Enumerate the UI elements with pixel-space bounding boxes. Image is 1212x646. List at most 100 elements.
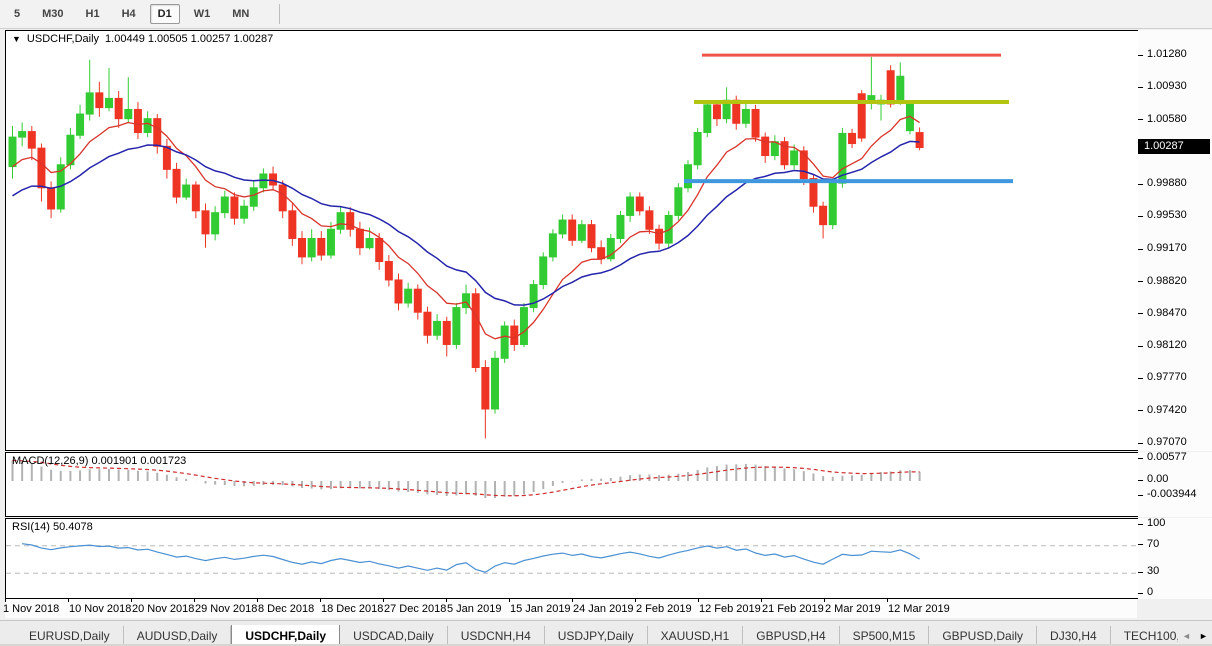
price-tick-mark <box>1138 183 1143 185</box>
chart-tab-usdchf[interactable]: USDCHF,Daily <box>231 625 341 646</box>
price-tick-mark <box>1138 86 1143 88</box>
price-tick-label: 1.00580 <box>1147 112 1187 125</box>
time-tick-mark <box>698 599 699 602</box>
price-tick-mark <box>1138 410 1143 412</box>
time-scale[interactable]: 1 Nov 2018 10 Nov 2018 20 Nov 2018 29 Nov 2… <box>3 599 1137 618</box>
time-tick-label: 20 Nov 2018 <box>132 603 195 615</box>
price-tick-label: 0.98120 <box>1147 339 1187 352</box>
chart-tab-usdcnh[interactable]: USDCNH,H4 <box>448 626 545 646</box>
time-tick-mark <box>887 599 888 602</box>
time-tick-label: 27 Dec 2018 <box>384 603 447 615</box>
rsi-tick-mark <box>1138 592 1143 594</box>
rsi-tick-mark <box>1138 544 1143 546</box>
time-tick-label: 1 Nov 2018 <box>3 603 60 615</box>
rsi-tick-label: 0 <box>1147 586 1154 598</box>
price-tick-label: 1.00930 <box>1147 80 1187 93</box>
rsi-scale[interactable]: 100 70 30 0 <box>1138 517 1212 599</box>
price-tick-mark <box>1138 345 1143 347</box>
macd-tick-label: 0.00577 <box>1147 451 1187 463</box>
tab-bar-bottom-strip <box>0 644 1212 646</box>
time-tick-mark <box>194 599 195 602</box>
main-chart-panel[interactable]: ▼ USDCHF,Daily 1.00449 1.00505 1.00257 1… <box>5 30 1139 451</box>
time-tick-mark <box>824 599 825 602</box>
timeframe-button-5[interactable]: 5 <box>14 8 21 20</box>
price-tick-mark <box>1138 248 1143 250</box>
time-tick-mark <box>257 599 258 602</box>
time-tick-label: 21 Feb 2019 <box>762 603 824 615</box>
tab-scroll-left-icon[interactable]: ◄ <box>1182 631 1191 641</box>
time-tick-label: 8 Dec 2018 <box>258 603 315 615</box>
symbol-dropdown-icon[interactable]: ▼ <box>12 34 21 44</box>
price-tick-label: 0.98820 <box>1147 274 1187 287</box>
time-tick-mark <box>131 599 132 602</box>
chart-tab-tech100[interactable]: TECH100,H1 <box>1111 626 1178 646</box>
rsi-chart[interactable] <box>6 519 1138 598</box>
time-tick-mark <box>446 599 447 602</box>
rsi-tick-label: 30 <box>1147 565 1160 578</box>
chart-tab-xauusd[interactable]: XAUUSD,H1 <box>648 626 744 646</box>
price-tick-label: 0.99880 <box>1147 177 1187 190</box>
timeframe-button-d1[interactable]: D1 <box>149 4 180 24</box>
price-tick-mark <box>1138 119 1143 120</box>
chart-tab-usdcad[interactable]: USDCAD,Daily <box>340 626 448 646</box>
macd-tick-label: -0.003944 <box>1147 488 1197 501</box>
time-tick-mark <box>320 599 321 602</box>
timeframe-button-mn[interactable]: MN <box>232 8 250 20</box>
price-tick-label: 0.97770 <box>1147 371 1187 384</box>
rsi-label: RSI(14) 50.4078 <box>12 521 93 533</box>
candlestick-chart[interactable] <box>6 31 1138 450</box>
time-tick-label: 2 Feb 2019 <box>636 603 692 615</box>
price-tick-label: 0.99170 <box>1147 242 1187 255</box>
current-price-box: 1.00287 <box>1138 139 1210 155</box>
time-tick-mark <box>761 599 762 602</box>
time-tick-mark <box>68 599 69 602</box>
time-tick-label: 10 Nov 2018 <box>69 603 132 615</box>
rsi-tick-label: 70 <box>1147 537 1160 550</box>
tab-scroll-right-icon[interactable]: ► <box>1199 631 1208 641</box>
price-tick-mark <box>1138 442 1143 444</box>
price-tick-label: 0.97070 <box>1147 436 1187 448</box>
price-tick-label: 0.98470 <box>1147 306 1187 319</box>
price-tick-label: 0.97420 <box>1147 403 1187 416</box>
time-tick-label: 15 Jan 2019 <box>510 603 571 615</box>
symbol-label: USDCHF,Daily <box>26 33 100 45</box>
price-tick-label: 0.99530 <box>1147 209 1187 222</box>
macd-chart[interactable] <box>6 453 1138 516</box>
time-tick-label: 2 Mar 2019 <box>825 603 881 615</box>
price-tick-mark <box>1138 54 1143 56</box>
timeframe-button-h1[interactable]: H1 <box>85 8 100 20</box>
timeframe-button-h4[interactable]: H4 <box>121 8 136 20</box>
ohlc-values: 1.00449 1.00505 1.00257 1.00287 <box>105 33 274 45</box>
chart-tab-gbpusd[interactable]: GBPUSD,Daily <box>929 626 1038 646</box>
timeframe-toolbar: 5 M30 H1 H4 D1 W1 MN <box>0 0 1212 29</box>
chart-tab-sp500[interactable]: SP500,M15 <box>840 626 930 646</box>
time-tick-label: 24 Jan 2019 <box>573 603 634 615</box>
chart-tab-dj30[interactable]: DJ30,H4 <box>1037 626 1111 646</box>
time-tick-mark <box>572 599 573 602</box>
chart-tab-gbpusd[interactable]: GBPUSD,H4 <box>743 626 840 646</box>
time-tick-label: 29 Nov 2018 <box>195 603 258 615</box>
macd-scale[interactable]: 0.00577 0.00 -0.003944 <box>1138 451 1212 517</box>
time-tick-label: 5 Jan 2019 <box>447 603 502 615</box>
rsi-tick-mark <box>1138 571 1143 573</box>
macd-panel[interactable]: MACD(12,26,9) 0.001901 0.001723 <box>5 452 1139 517</box>
rsi-panel[interactable]: RSI(14) 50.4078 <box>5 518 1139 599</box>
price-tick-mark <box>1138 215 1143 217</box>
rsi-tick-label: 100 <box>1147 517 1166 529</box>
macd-tick-label: 0.00 <box>1147 473 1169 485</box>
time-tick-label: 12 Mar 2019 <box>888 603 950 615</box>
chart-tab-bar: EURUSD,Daily AUDUSD,Daily USDCHF,Daily USDC… <box>0 620 1212 646</box>
time-tick-mark <box>383 599 384 602</box>
timeframe-button-w1[interactable]: W1 <box>193 8 211 20</box>
timeframe-button-m30[interactable]: M30 <box>42 8 64 20</box>
time-tick-label: 12 Feb 2019 <box>699 603 761 615</box>
chart-tab-usdjpy[interactable]: USDJPY,Daily <box>545 626 648 646</box>
chart-tab-eurusd[interactable]: EURUSD,Daily <box>16 626 124 646</box>
price-scale[interactable]: 1.012801.009301.005801.002300.998800.995… <box>1138 30 1212 451</box>
price-tick-mark <box>1138 377 1143 379</box>
price-tick-mark <box>1138 313 1143 315</box>
time-tick-mark <box>5 599 6 602</box>
price-tick-mark <box>1138 281 1143 283</box>
chart-tab-audusd[interactable]: AUDUSD,Daily <box>124 626 232 646</box>
